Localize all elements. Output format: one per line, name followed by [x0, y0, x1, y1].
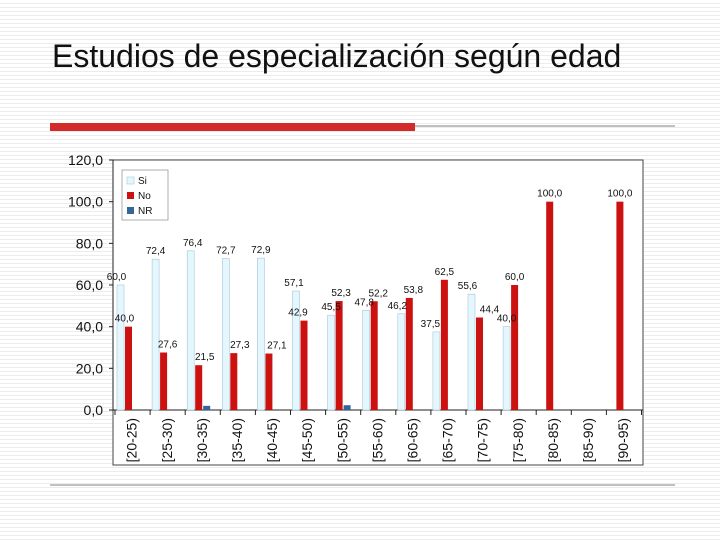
x-tick-label: [85-90): [580, 418, 596, 462]
chart-x-ticks: [20-25) [25-30) [30-35) [35-40) [40-45) [45-5…: [114, 410, 642, 462]
bar-no: [511, 285, 519, 410]
x-tick-label: [70-75): [475, 418, 491, 462]
bar-no: [335, 301, 343, 410]
y-tick-label: 40,0: [76, 319, 103, 335]
legend-swatch-si: [126, 176, 135, 185]
data-label-no: 100,0: [537, 189, 562, 200]
data-label-no: 27,1: [267, 341, 287, 352]
slide-title: Estudios de especialización según edad: [52, 38, 622, 74]
bar-no: [230, 353, 238, 410]
data-label-si: 47,8: [354, 297, 374, 308]
data-label-no: 52,3: [331, 288, 351, 299]
x-tick-label: [20-25): [124, 418, 140, 462]
data-label-no: 100,0: [607, 189, 632, 200]
x-tick-label: [30-35): [194, 418, 210, 462]
bar-no: [160, 352, 168, 410]
bar-si: [151, 258, 160, 411]
data-label-si: 76,4: [183, 238, 203, 249]
data-label-no: 60,0: [505, 272, 525, 283]
x-tick-label: [25-30): [159, 418, 175, 462]
legend-label-si: Si: [138, 176, 147, 187]
data-label-si: 57,1: [284, 278, 304, 289]
data-label-no: 40,0: [115, 314, 135, 325]
y-tick-label: 100,0: [68, 194, 103, 210]
bar-no: [300, 320, 308, 410]
bar-no: [405, 297, 413, 410]
data-label-si: 45,5: [321, 302, 341, 313]
bar-no: [616, 201, 624, 410]
bar-no: [440, 279, 448, 410]
data-label-no: 53,8: [404, 285, 424, 296]
chart-legend: Si No NR: [121, 169, 169, 221]
title-accent-bar: [50, 123, 415, 131]
x-tick-label: [40-45): [264, 418, 280, 462]
bar-si: [257, 257, 265, 411]
bar-si: [397, 313, 406, 411]
x-tick-label: [60-65): [405, 418, 421, 462]
bar-no: [476, 317, 483, 410]
data-label-si: 72,9: [251, 245, 271, 256]
chart-bars: [116, 201, 624, 411]
data-label-si: 72,7: [216, 246, 236, 257]
bar-si: [186, 250, 195, 411]
legend-label-no: No: [138, 191, 151, 202]
bar-no: [195, 365, 203, 410]
bar-si: [467, 293, 476, 411]
bar-si: [502, 326, 511, 411]
bar-si: [222, 258, 230, 411]
x-tick-label: [80-85): [545, 418, 561, 462]
data-label-si: 72,4: [146, 246, 166, 257]
footer-rule: [50, 484, 675, 486]
data-label-no: 27,6: [158, 340, 178, 351]
legend-label-nr: NR: [138, 206, 152, 217]
bar-si: [116, 284, 125, 411]
data-label-no: 27,3: [230, 340, 250, 351]
data-label-no: 62,5: [435, 267, 455, 278]
x-tick-label: [75-80): [510, 418, 526, 462]
data-label-no: 42,9: [288, 308, 308, 319]
data-label-si: 60,0: [107, 272, 127, 283]
x-tick-label: [35-40): [229, 418, 245, 462]
x-tick-label: [65-70): [440, 418, 456, 462]
bar-si: [432, 331, 441, 411]
y-tick-label: 20,0: [76, 360, 103, 376]
bar-no: [125, 326, 132, 410]
x-tick-label: [45-50): [299, 418, 315, 462]
bar-si: [327, 314, 335, 411]
chart-y-ticks: 0,0 20,0 40,0 60,0 80,0 100,0 120,0: [68, 152, 113, 418]
bar-si: [292, 290, 300, 411]
plot-frame: [112, 159, 644, 466]
y-tick-label: 0,0: [84, 402, 104, 418]
y-tick-label: 60,0: [76, 277, 103, 293]
bar-no: [265, 353, 273, 410]
data-label-si: 55,6: [458, 281, 478, 292]
y-tick-label: 80,0: [76, 235, 103, 251]
data-label-si: 46,2: [388, 301, 408, 312]
legend-swatch-nr: [127, 207, 134, 214]
bar-no: [546, 201, 554, 410]
chart-data-labels: 60,0 72,4 76,4 72,7 72,9 57,1 45,5 47,8 46,2 37,5…: [107, 189, 633, 364]
data-label-no: 21,5: [195, 352, 215, 363]
x-tick-label: [50-55): [334, 418, 350, 462]
legend-swatch-no: [127, 192, 134, 199]
x-tick-label: [55-60): [369, 418, 385, 462]
bar-no: [370, 301, 378, 410]
bar-si: [362, 310, 371, 411]
bar-nr: [343, 405, 351, 410]
data-label-no: 52,2: [368, 288, 388, 299]
data-label-si: 40,0: [497, 314, 517, 325]
x-tick-label: [90-95): [615, 418, 631, 462]
bar-nr: [203, 405, 211, 410]
y-tick-label: 120,0: [68, 152, 103, 168]
data-label-si: 37,5: [421, 319, 441, 330]
data-label-no: 44,4: [480, 305, 500, 316]
